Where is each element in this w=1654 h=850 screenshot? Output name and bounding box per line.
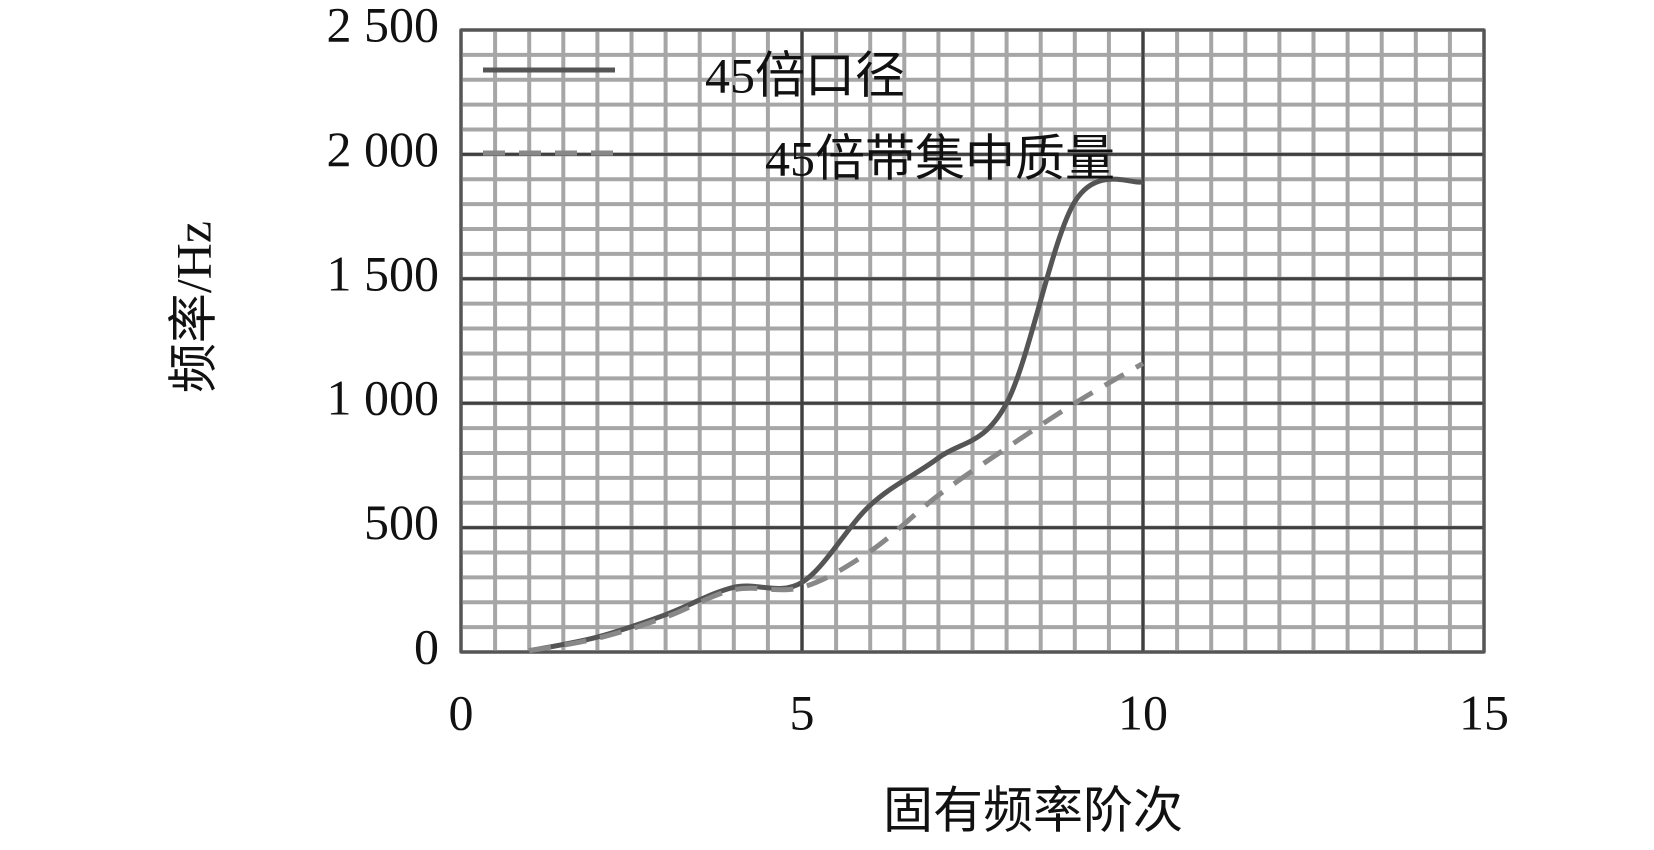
x-tick-label: 15 bbox=[1459, 684, 1509, 740]
plot-frame bbox=[459, 28, 1486, 654]
x-axis-label: 固有频率阶次 bbox=[883, 782, 1183, 838]
y-tick-label: 1 000 bbox=[327, 370, 440, 426]
y-tick-label: 500 bbox=[364, 494, 439, 550]
legend-label: 45倍带集中质量 bbox=[765, 130, 1115, 186]
x-tick-label: 5 bbox=[790, 684, 815, 740]
y-tick-label: 0 bbox=[414, 618, 439, 674]
y-tick-label: 2 500 bbox=[327, 0, 440, 52]
y-axis-label: 频率/Hz bbox=[165, 221, 221, 393]
y-tick-label: 1 500 bbox=[327, 245, 440, 301]
legend-label: 45倍口径 bbox=[705, 47, 905, 103]
x-tick-label: 10 bbox=[1118, 684, 1168, 740]
series-line bbox=[528, 361, 1145, 654]
y-tick-label: 2 000 bbox=[327, 121, 440, 177]
x-tick-label: 0 bbox=[449, 684, 474, 740]
